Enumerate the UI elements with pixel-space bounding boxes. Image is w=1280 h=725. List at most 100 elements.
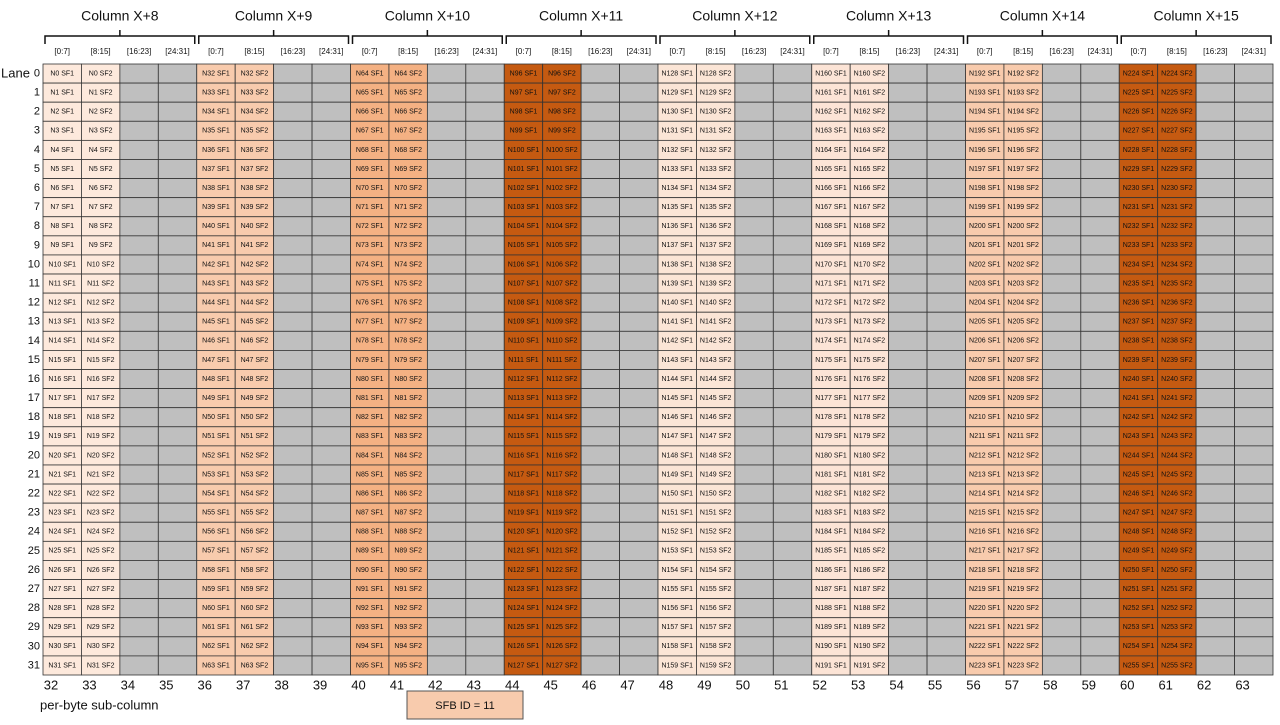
empty-cell xyxy=(465,159,505,179)
empty-cell xyxy=(1234,330,1274,351)
empty-cell xyxy=(926,292,966,313)
empty-cell xyxy=(734,159,774,179)
cell-label: N52 SF1 xyxy=(202,452,230,459)
empty-cell xyxy=(157,82,198,103)
empty-cell xyxy=(1041,101,1082,122)
empty-cell xyxy=(426,159,467,179)
empty-cell xyxy=(157,120,198,141)
empty-cell xyxy=(1195,254,1235,275)
empty-cell xyxy=(273,560,313,580)
cell-label: N204 SF2 xyxy=(1007,300,1039,307)
empty-cell xyxy=(1041,139,1082,160)
cell-label: N58 SF1 xyxy=(202,567,230,574)
cell-label: N157 SF1 xyxy=(661,624,693,631)
empty-cell xyxy=(580,159,620,179)
cell-label: N106 SF2 xyxy=(546,261,578,268)
empty-cell xyxy=(1234,311,1274,332)
empty-cell xyxy=(1080,139,1120,160)
empty-cell xyxy=(888,407,928,428)
empty-cell xyxy=(619,598,659,619)
cell-label: N145 SF1 xyxy=(661,395,693,402)
empty-cell xyxy=(888,120,928,141)
empty-cell xyxy=(1195,292,1235,313)
cell-label: N240 SF1 xyxy=(1123,376,1155,383)
cell-label: N129 SF1 xyxy=(661,89,693,96)
cell-label: N43 SF1 xyxy=(202,280,230,287)
cell-label: N218 SF2 xyxy=(1007,567,1039,574)
empty-cell xyxy=(465,483,505,504)
cell-label: N245 SF1 xyxy=(1123,471,1155,478)
cell-label: N239 SF2 xyxy=(1161,357,1193,364)
footer-label: per-byte sub-column xyxy=(40,697,159,712)
sub-column-number: 54 xyxy=(889,677,903,692)
cell-label: N250 SF2 xyxy=(1161,567,1193,574)
cell-label: N138 SF1 xyxy=(661,261,693,268)
cell-label: N166 SF1 xyxy=(815,185,847,192)
empty-cell xyxy=(1080,540,1120,561)
empty-cell xyxy=(157,159,198,179)
cell-label: N125 SF2 xyxy=(546,624,578,631)
empty-cell xyxy=(157,521,198,542)
empty-cell xyxy=(311,82,351,103)
empty-cell xyxy=(888,579,928,600)
cell-label: N69 SF2 xyxy=(394,166,422,173)
empty-cell xyxy=(1195,273,1235,294)
cell-label: N251 SF1 xyxy=(1123,586,1155,593)
cell-label: N99 SF2 xyxy=(548,128,576,135)
cell-label: N46 SF2 xyxy=(241,338,269,345)
cell-label: N231 SF2 xyxy=(1161,204,1193,211)
empty-cell xyxy=(1234,197,1274,218)
cell-label: N20 SF2 xyxy=(87,452,115,459)
cell-label: N25 SF2 xyxy=(87,548,115,555)
empty-cell xyxy=(311,598,351,619)
cell-label: N57 SF2 xyxy=(241,548,269,555)
empty-cell xyxy=(926,216,966,237)
cell-label: N5 SF1 xyxy=(50,166,74,173)
cell-label: N18 SF2 xyxy=(87,414,115,421)
cell-label: N181 SF2 xyxy=(854,471,886,478)
empty-cell xyxy=(426,311,467,332)
cell-label: N71 SF1 xyxy=(356,204,384,211)
empty-cell xyxy=(619,502,659,523)
cell-label: N113 SF1 xyxy=(508,395,539,402)
empty-cell xyxy=(580,254,620,275)
cell-label: N26 SF2 xyxy=(87,567,115,574)
cell-label: N24 SF2 xyxy=(87,529,115,536)
empty-cell xyxy=(734,178,774,199)
cell-label: N72 SF2 xyxy=(394,223,422,230)
cell-label: N92 SF2 xyxy=(394,605,422,612)
empty-cell xyxy=(619,254,659,275)
empty-cell xyxy=(926,311,966,332)
empty-cell xyxy=(1041,521,1082,542)
cell-label: N187 SF2 xyxy=(854,586,886,593)
cell-label: N163 SF1 xyxy=(815,128,847,135)
empty-cell xyxy=(273,235,313,256)
sub-column-number: 55 xyxy=(928,677,942,692)
cell-label: N158 SF1 xyxy=(661,643,693,650)
legend-label: SFB ID = 11 xyxy=(435,700,494,712)
empty-cell xyxy=(157,407,198,428)
empty-cell xyxy=(580,63,620,84)
empty-cell xyxy=(734,560,774,580)
empty-cell xyxy=(619,407,659,428)
cell-label: N86 SF2 xyxy=(394,490,422,497)
empty-cell xyxy=(1234,560,1274,580)
empty-cell xyxy=(580,330,620,351)
cell-label: N12 SF1 xyxy=(48,300,76,307)
empty-cell xyxy=(1041,369,1082,389)
cell-label: N186 SF2 xyxy=(854,567,886,574)
empty-cell xyxy=(888,655,928,676)
sub-column-number: 32 xyxy=(44,677,58,692)
empty-cell xyxy=(426,407,467,428)
empty-cell xyxy=(311,407,351,428)
cell-label: N53 SF1 xyxy=(202,471,230,478)
group-title: Column X+15 xyxy=(1154,8,1239,24)
sub-column-number: 39 xyxy=(313,677,327,692)
empty-cell xyxy=(157,178,198,199)
empty-cell xyxy=(465,560,505,580)
empty-cell xyxy=(888,350,928,370)
cell-label: N27 SF1 xyxy=(48,586,76,593)
cell-label: N128 SF2 xyxy=(700,70,732,77)
empty-cell xyxy=(1195,235,1235,256)
empty-cell xyxy=(157,636,198,657)
